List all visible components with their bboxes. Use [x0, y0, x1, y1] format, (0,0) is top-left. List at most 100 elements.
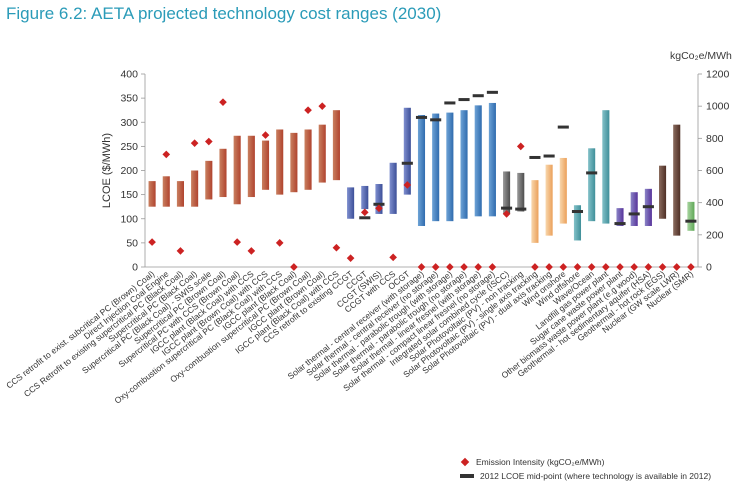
emission-marker — [531, 263, 539, 271]
diamond-icon — [460, 457, 470, 467]
cost-range-bar — [375, 184, 383, 214]
cost-range-bar — [403, 107, 411, 195]
emission-marker — [403, 181, 412, 189]
y-tick-label: 50 — [126, 237, 138, 249]
midpoint-marker — [543, 154, 555, 158]
midpoint-marker — [486, 90, 498, 94]
cost-range-bar — [460, 110, 468, 219]
cost-range-bar — [531, 180, 539, 243]
emission-marker — [233, 238, 241, 246]
y-tick-label: 350 — [120, 93, 138, 105]
midpoint-marker — [614, 222, 626, 226]
emission-marker — [630, 263, 639, 271]
y-axis-label: LCOE ($/MWh) — [101, 133, 113, 208]
cost-range-bar — [687, 201, 695, 231]
emission-marker — [488, 263, 497, 271]
y-tick-label: 300 — [120, 117, 138, 129]
cost-range-bar — [488, 102, 496, 217]
cost-range-bar — [673, 124, 681, 236]
emission-marker — [275, 239, 284, 247]
emission-marker — [346, 254, 355, 262]
cost-range-bar — [247, 135, 255, 198]
emission-marker — [332, 243, 341, 252]
cost-range-bar — [559, 157, 567, 224]
y-tick-label: 0 — [132, 262, 138, 274]
y-tick-label: 250 — [120, 141, 138, 153]
emission-marker — [304, 106, 312, 115]
emission-marker — [658, 263, 667, 271]
midpoint-line-icon — [460, 474, 474, 478]
midpoint-marker — [529, 155, 541, 159]
cost-range-bar — [503, 171, 511, 214]
cost-range-bar — [361, 185, 369, 210]
legend-midpoint-row: 2012 LCOE mid-point (where technology is… — [460, 469, 711, 483]
emission-marker — [360, 208, 369, 217]
midpoint-marker — [472, 94, 484, 98]
emission-marker — [261, 131, 270, 139]
midpoint-marker — [642, 205, 654, 209]
emission-marker — [190, 139, 199, 147]
midpoint-marker — [401, 161, 413, 165]
midpoint-marker — [444, 101, 456, 105]
cost-range-bar — [417, 115, 426, 226]
emission-marker — [644, 263, 653, 271]
cost-range-bar — [545, 164, 553, 236]
cost-range-bar — [389, 162, 397, 214]
cost-range-bar — [630, 192, 638, 226]
cost-range-bar — [233, 135, 241, 205]
cost-range-bar — [588, 148, 596, 222]
emission-marker — [602, 263, 610, 271]
midpoint-marker — [628, 212, 640, 216]
emission-marker — [587, 263, 596, 271]
cost-range-bar — [474, 105, 482, 217]
y2-tick-label: 200 — [706, 229, 724, 241]
right-axis-unit: kgCo₂e/MWh — [670, 50, 732, 62]
midpoint-marker — [515, 207, 527, 211]
emission-marker — [247, 247, 256, 255]
cost-range-bar — [517, 172, 525, 212]
cost-range-bar — [318, 124, 326, 183]
emission-marker — [545, 263, 553, 271]
emission-marker — [687, 263, 695, 271]
midpoint-marker — [586, 171, 598, 175]
cost-range-bar — [446, 112, 454, 222]
emission-marker — [460, 263, 468, 271]
emission-marker — [446, 263, 454, 271]
cost-range-bar — [573, 205, 582, 241]
midpoint-marker — [685, 219, 697, 223]
cost-range-bar — [602, 110, 610, 224]
cost-range-bar — [148, 181, 156, 207]
cost-range-bar — [616, 208, 624, 226]
y2-tick-label: 1200 — [706, 69, 730, 81]
figure-title: Figure 6.2: AETA projected technology co… — [6, 4, 442, 23]
cost-range-bar — [219, 148, 227, 198]
cost-range-bar — [347, 187, 355, 219]
emission-marker — [219, 98, 227, 106]
cost-range-bar — [432, 113, 440, 222]
y-tick-label: 100 — [120, 213, 138, 225]
emission-marker — [516, 142, 525, 151]
y2-tick-label: 1000 — [706, 101, 730, 113]
emission-marker — [672, 263, 681, 271]
y2-tick-label: 600 — [706, 165, 724, 177]
midpoint-marker — [458, 98, 470, 102]
legend-emission-row: Emission Intensity (kgCO₂e/MWh) — [460, 455, 711, 469]
cost-range-bar — [162, 176, 170, 207]
emission-marker — [389, 253, 397, 262]
midpoint-marker — [571, 210, 584, 214]
midpoint-marker — [415, 115, 428, 119]
y-tick-label: 200 — [120, 165, 138, 177]
cost-range-bar — [276, 129, 284, 195]
y2-tick-label: 800 — [706, 133, 724, 145]
cost-range-bar — [290, 132, 298, 193]
emission-marker — [573, 263, 582, 271]
midpoint-marker — [359, 216, 371, 220]
y-tick-label: 400 — [120, 69, 138, 81]
y2-tick-label: 0 — [706, 262, 712, 274]
cost-range-bar — [205, 160, 213, 200]
legend-emission-label: Emission Intensity (kgCO₂e/MWh) — [476, 457, 605, 467]
legend: Emission Intensity (kgCO₂e/MWh) 2012 LCO… — [460, 455, 711, 483]
cost-range-bar — [261, 140, 270, 190]
midpoint-marker — [373, 202, 385, 206]
